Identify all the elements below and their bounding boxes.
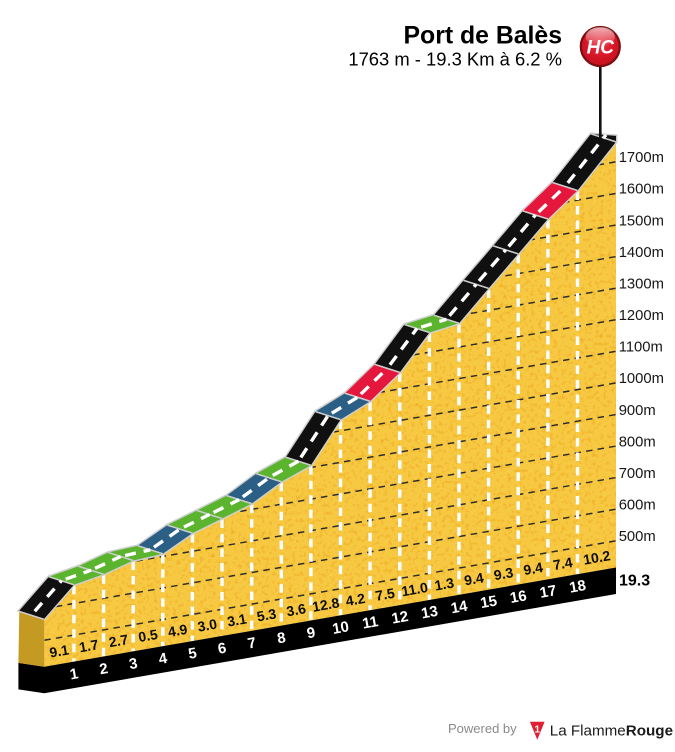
svg-text:0.5: 0.5	[137, 626, 159, 645]
svg-text:4.9: 4.9	[167, 621, 189, 640]
svg-text:1300m: 1300m	[619, 277, 664, 293]
svg-text:3.0: 3.0	[196, 616, 218, 635]
svg-text:HC: HC	[587, 38, 615, 59]
svg-text:7: 7	[246, 634, 257, 652]
svg-text:7.5: 7.5	[374, 585, 396, 604]
svg-text:10: 10	[331, 618, 350, 638]
svg-text:1400m: 1400m	[619, 245, 664, 261]
svg-text:16: 16	[509, 587, 528, 607]
svg-text:11: 11	[361, 613, 380, 632]
svg-text:8: 8	[276, 629, 287, 647]
svg-text:14: 14	[449, 598, 469, 618]
svg-text:10.2: 10.2	[582, 547, 612, 567]
svg-text:800m: 800m	[619, 434, 656, 450]
svg-text:1200m: 1200m	[619, 308, 664, 324]
svg-text:1600m: 1600m	[619, 182, 664, 198]
svg-text:La FlammeRouge: La FlammeRouge	[550, 723, 673, 740]
svg-text:1000m: 1000m	[619, 371, 664, 387]
svg-text:9.4: 9.4	[522, 559, 544, 578]
svg-text:1763 m - 19.3 Km à 6.2 %: 1763 m - 19.3 Km à 6.2 %	[348, 49, 562, 70]
svg-text:4.2: 4.2	[344, 590, 366, 609]
svg-text:1: 1	[68, 665, 79, 683]
svg-text:17: 17	[538, 582, 557, 602]
svg-text:13: 13	[420, 603, 439, 623]
svg-text:9.3: 9.3	[492, 564, 514, 583]
svg-text:1: 1	[535, 725, 541, 736]
svg-text:2.7: 2.7	[107, 631, 129, 650]
svg-text:19.3: 19.3	[619, 572, 650, 589]
svg-text:9: 9	[305, 624, 316, 642]
svg-text:Powered by: Powered by	[448, 721, 517, 736]
svg-text:1500m: 1500m	[619, 213, 664, 229]
svg-text:9.1: 9.1	[48, 641, 70, 660]
svg-text:700m: 700m	[619, 466, 656, 482]
svg-text:1100m: 1100m	[619, 340, 663, 356]
svg-text:1700m: 1700m	[619, 150, 664, 166]
svg-text:2: 2	[98, 660, 109, 678]
svg-text:9.4: 9.4	[463, 569, 485, 588]
svg-text:4: 4	[157, 650, 169, 668]
svg-text:3.1: 3.1	[226, 611, 248, 630]
svg-text:6: 6	[217, 640, 228, 658]
svg-text:1.3: 1.3	[433, 574, 455, 593]
svg-text:600m: 600m	[619, 498, 656, 514]
svg-text:1.7: 1.7	[78, 636, 100, 655]
svg-text:3.6: 3.6	[285, 600, 307, 619]
svg-text:15: 15	[479, 592, 498, 612]
svg-text:5: 5	[187, 645, 198, 663]
svg-text:12.8: 12.8	[311, 594, 341, 614]
svg-text:11.0: 11.0	[400, 579, 429, 599]
svg-text:7.4: 7.4	[552, 554, 574, 573]
svg-text:Port de Balès: Port de Balès	[404, 23, 562, 50]
svg-text:18: 18	[568, 577, 587, 597]
svg-text:500m: 500m	[619, 529, 656, 545]
svg-text:3: 3	[128, 655, 139, 673]
svg-text:5.3: 5.3	[256, 605, 278, 624]
svg-text:900m: 900m	[619, 403, 656, 419]
svg-text:12: 12	[390, 608, 409, 628]
